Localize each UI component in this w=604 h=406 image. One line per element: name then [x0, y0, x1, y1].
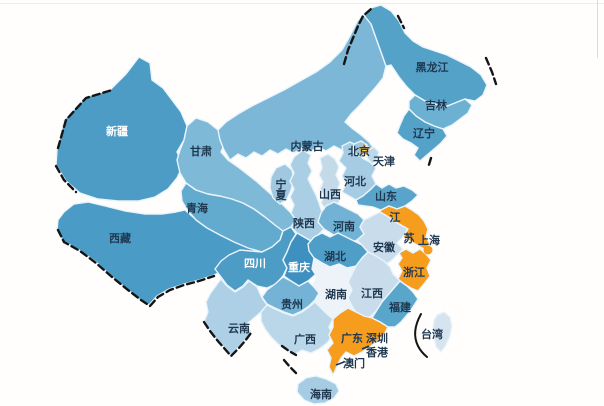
province-hainan[interactable]	[296, 375, 340, 405]
province-taiwan[interactable]	[432, 311, 453, 353]
province-label-xinjiang: 新疆	[106, 124, 128, 138]
province-shandong[interactable]	[355, 183, 419, 211]
province-label-hebei: 河北	[344, 174, 366, 188]
province-label-ningxia-2: 夏	[276, 189, 288, 202]
province-label-tianjin: 天津	[373, 154, 395, 168]
province-label-shandong: 山东	[375, 189, 397, 203]
province-label-chongqing: 重庆	[288, 260, 310, 274]
province-label-yunnan: 云南	[228, 321, 250, 335]
province-label-ningxia-1: 宁	[276, 177, 287, 191]
province-label-jiangxi: 江西	[361, 286, 383, 300]
city-marker-hongkong	[361, 345, 370, 350]
city-label-shanghai: 上海	[418, 233, 440, 247]
province-label-hunan: 湖南	[325, 287, 347, 301]
province-guangdong[interactable]	[326, 307, 389, 376]
province-liaoning[interactable]	[396, 108, 448, 162]
province-label-hainan: 海南	[310, 387, 332, 401]
national-border-stroke	[56, 228, 152, 308]
city-marker-macau	[335, 361, 345, 366]
beijing-star-icon	[356, 142, 372, 157]
province-ningxia[interactable]	[269, 163, 295, 205]
national-border-stroke	[54, 164, 78, 194]
province-label-guangxi: 广西	[294, 332, 316, 346]
province-sichuan[interactable]	[214, 226, 297, 292]
national-border-stroke	[282, 358, 298, 375]
province-label-anhui: 安徽	[373, 240, 396, 254]
province-label-taiwan: 台湾	[421, 327, 443, 341]
national-border-stroke	[426, 156, 433, 170]
province-tianjin[interactable]	[366, 146, 380, 165]
city-label-hongkong: 香港	[365, 345, 389, 359]
city-label-macau: 澳门	[343, 356, 365, 370]
province-label-sichuan: 四川	[244, 257, 266, 270]
province-label-neimenggu: 内蒙古	[291, 139, 324, 153]
province-label-jiangsu-1: 江	[390, 210, 401, 224]
national-border-stroke	[484, 56, 498, 86]
province-fujian[interactable]	[371, 280, 419, 328]
national-border-stroke	[280, 344, 298, 357]
province-label-qinghai: 青海	[186, 201, 208, 215]
national-border-stroke	[342, 7, 373, 66]
province-label-tibet: 西藏	[109, 231, 131, 245]
national-border-stroke	[202, 320, 253, 358]
province-label-shanxi: 山西	[319, 187, 341, 201]
province-label-henan: 河南	[333, 219, 355, 233]
province-label-gansu: 甘肃	[190, 144, 212, 158]
province-label-hubei: 湖北	[324, 249, 346, 263]
province-zhejiang[interactable]	[397, 248, 432, 292]
city-label-shenzhen: 深圳	[366, 331, 388, 345]
province-label-shaanxi: 陕西	[293, 216, 315, 230]
province-label-fujian: 福建	[388, 300, 412, 314]
national-border-stroke	[148, 274, 216, 308]
province-neimenggu[interactable]	[217, 13, 387, 161]
province-yunnan[interactable]	[203, 278, 268, 356]
province-label-jiangsu-2: 苏	[404, 231, 415, 245]
city-marker-shanghai	[423, 245, 433, 255]
province-label-heilongjiang: 黑龙江	[416, 60, 449, 74]
national-border-stroke	[396, 14, 406, 30]
province-label-jilin: 吉林	[425, 98, 447, 112]
province-label-zhejiang: 浙江	[403, 265, 425, 279]
province-label-liaoning: 辽宁	[413, 126, 435, 140]
province-label-beijing: 北京	[348, 144, 370, 158]
province-jiangxi[interactable]	[347, 251, 401, 321]
province-heilongjiang[interactable]	[362, 4, 488, 108]
national-border-stroke	[56, 88, 114, 150]
province-guangxi[interactable]	[260, 301, 334, 356]
province-label-guizhou: 贵州	[281, 297, 303, 311]
province-guizhou[interactable]	[261, 276, 320, 316]
province-label-guangdong: 广东	[341, 331, 363, 345]
taiwan-strait-line	[414, 313, 428, 358]
